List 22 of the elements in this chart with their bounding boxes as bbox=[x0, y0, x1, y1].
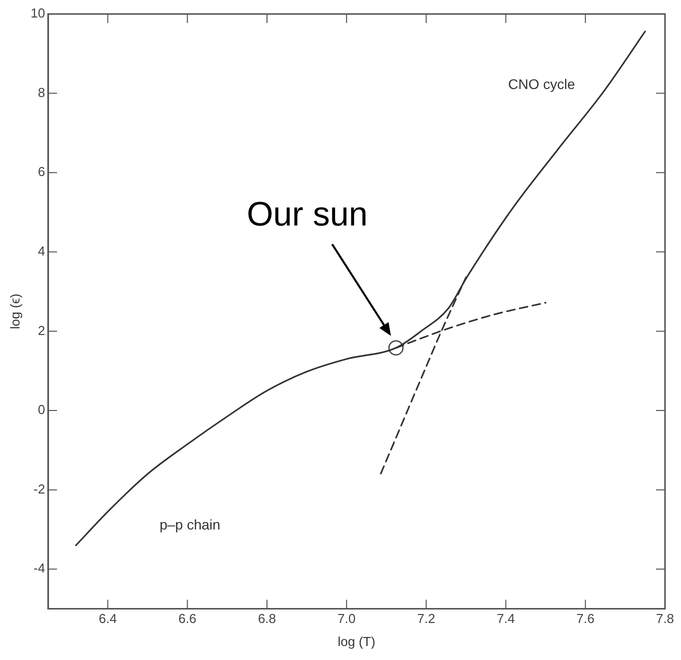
y-tick-label: -4 bbox=[33, 560, 46, 576]
y-tick-label: 0 bbox=[38, 402, 46, 418]
y-axis-title: log (ϵ) bbox=[7, 294, 22, 330]
y-tick-label: 10 bbox=[30, 6, 46, 21]
y-tick-label: 4 bbox=[38, 244, 46, 258]
x-tick-label: 7.6 bbox=[576, 611, 594, 626]
x-tick-label: 7.0 bbox=[338, 611, 356, 626]
x-tick-label: 7.4 bbox=[496, 611, 515, 626]
y-tick-label: 6 bbox=[38, 164, 46, 180]
x-tick-label: 6.4 bbox=[98, 611, 117, 626]
annotation: Our sun bbox=[246, 196, 368, 234]
x-tick-label: 7.8 bbox=[656, 611, 674, 626]
annotation: CNO cycle bbox=[508, 76, 576, 92]
y-tick-label: -2 bbox=[33, 481, 46, 496]
x-tick-label: 7.2 bbox=[417, 611, 436, 626]
y-tick-label: 2 bbox=[38, 322, 46, 338]
line-series bbox=[75, 30, 646, 546]
y-tick-label: 8 bbox=[38, 84, 46, 100]
x-tick-label: 6.8 bbox=[258, 611, 276, 626]
x-axis-title: log (T) bbox=[338, 634, 376, 649]
x-tick-label: 6.6 bbox=[178, 611, 196, 626]
annotation: p–p chain bbox=[160, 516, 220, 532]
